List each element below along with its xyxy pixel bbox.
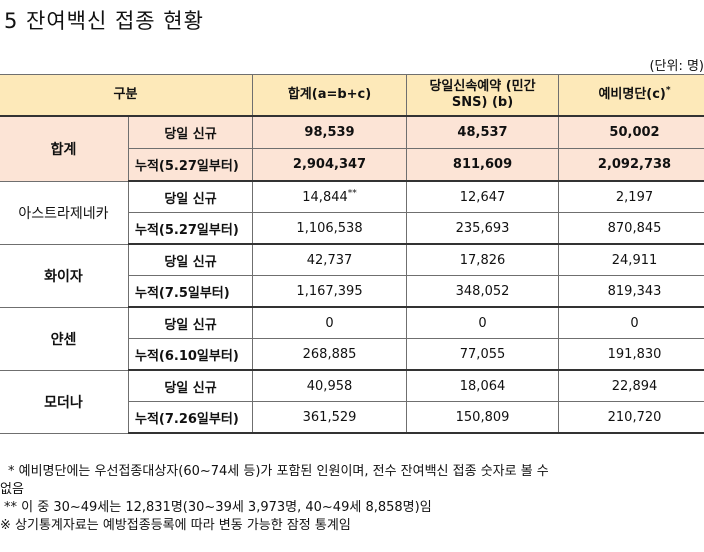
- cell-sns: 348,052: [406, 275, 560, 308]
- cell-sns: 235,693: [406, 212, 560, 245]
- cell-total: 1,106,538: [252, 212, 408, 245]
- header-reserve: 예비명단(c)*: [558, 74, 704, 117]
- cell-sns: 811,609: [406, 148, 560, 182]
- row-label: 누적(7.5일부터): [127, 275, 254, 308]
- table-row: 얀센 당일 신규 0 0 0: [0, 306, 704, 371]
- group-name-moderna: 모더나: [0, 369, 129, 434]
- row-label: 누적(7.26일부터): [127, 401, 254, 434]
- table-row: 아스트라제네카 당일 신규 14,844** 12,647 2,197: [0, 180, 704, 245]
- header-sns-line2: SNS) (b): [451, 95, 514, 110]
- cell-total: 1,167,395: [252, 275, 408, 308]
- cell-reserve: 24,911: [558, 243, 704, 276]
- header-reserve-mark: *: [665, 85, 671, 96]
- footnote-reserve: * 예비명단에는 우선접종대상자(60~74세 등)가 포함된 인원이며, 전수…: [8, 464, 549, 479]
- page-title: 5 잔여백신 접종 현황: [4, 9, 204, 33]
- table-row: 누적(5.27일부터) 1,106,538 235,693 870,845: [0, 212, 704, 245]
- footnote-age: ** 이 중 30~49세는 12,831명(30~39세 3,973명, 40…: [4, 500, 432, 515]
- unit-label: (단위: 명): [649, 59, 704, 74]
- cell-sns: 18,064: [406, 369, 560, 402]
- row-label: 당일 신규: [127, 115, 254, 149]
- cell-reserve: 819,343: [558, 275, 704, 308]
- table-header-row: 구분 합계(a=b+c) 당일신속예약 (민간 SNS) (b) 예비명단(c)…: [0, 74, 704, 117]
- header-category: 구분: [0, 74, 254, 117]
- cell-total: 2,904,347: [252, 148, 408, 182]
- cell-total: 40,958: [252, 369, 408, 402]
- group-name-total: 합계: [0, 115, 129, 182]
- group-name-astrazeneca: 아스트라제네카: [0, 180, 129, 245]
- header-total: 합계(a=b+c): [252, 74, 408, 117]
- cell-reserve: 50,002: [558, 115, 704, 149]
- footnote-reserve-cont: 없음: [0, 482, 24, 497]
- cell-sns: 12,647: [406, 180, 560, 213]
- cell-total: 0: [252, 306, 408, 339]
- row-label: 누적(5.27일부터): [127, 148, 254, 182]
- cell-total: 361,529: [252, 401, 408, 434]
- row-label: 당일 신규: [127, 180, 254, 213]
- header-sns-line1: 당일신속예약 (민간: [429, 79, 536, 94]
- cell-sns: 17,826: [406, 243, 560, 276]
- header-reserve-label: 예비명단(c): [598, 87, 666, 102]
- cell-reserve: 191,830: [558, 338, 704, 371]
- cell-sns: 150,809: [406, 401, 560, 434]
- row-label: 당일 신규: [127, 306, 254, 339]
- footnote-mark: **: [347, 188, 357, 199]
- table-row: 누적(7.26일부터) 361,529 150,809 210,720: [0, 401, 704, 434]
- cell-total: 42,737: [252, 243, 408, 276]
- cell-reserve: 2,197: [558, 180, 704, 213]
- table-row: 화이자 당일 신규 42,737 17,826 24,911: [0, 243, 704, 308]
- header-sns: 당일신속예약 (민간 SNS) (b): [406, 74, 560, 117]
- cell-reserve: 22,894: [558, 369, 704, 402]
- cell-total: 14,844**: [252, 180, 408, 213]
- cell-total-value: 14,844: [302, 189, 348, 205]
- footnote-provisional: ※ 상기통계자료는 예방접종등록에 따라 변동 가능한 잠정 통계임: [0, 518, 351, 533]
- cell-total: 268,885: [252, 338, 408, 371]
- table-row: 누적(7.5일부터) 1,167,395 348,052 819,343: [0, 275, 704, 308]
- cell-sns: 48,537: [406, 115, 560, 149]
- row-label: 누적(5.27일부터): [127, 212, 254, 245]
- table-row: 누적(5.27일부터) 2,904,347 811,609 2,092,738: [0, 148, 704, 182]
- vaccination-table: 구분 합계(a=b+c) 당일신속예약 (민간 SNS) (b) 예비명단(c)…: [0, 74, 704, 434]
- cell-total: 98,539: [252, 115, 408, 149]
- row-label: 당일 신규: [127, 369, 254, 402]
- cell-sns: 77,055: [406, 338, 560, 371]
- group-name-pfizer: 화이자: [0, 243, 129, 308]
- cell-reserve: 2,092,738: [558, 148, 704, 182]
- cell-reserve: 870,845: [558, 212, 704, 245]
- table-row: 합계 당일 신규 98,539 48,537 50,002: [0, 115, 704, 182]
- footnotes: * 예비명단에는 우선접종대상자(60~74세 등)가 포함된 인원이며, 전수…: [0, 463, 704, 535]
- row-label: 당일 신규: [127, 243, 254, 276]
- table-row: 모더나 당일 신규 40,958 18,064 22,894: [0, 369, 704, 434]
- table-row: 누적(6.10일부터) 268,885 77,055 191,830: [0, 338, 704, 371]
- cell-sns: 0: [406, 306, 560, 339]
- row-label: 누적(6.10일부터): [127, 338, 254, 371]
- group-name-janssen: 얀센: [0, 306, 129, 371]
- cell-reserve: 210,720: [558, 401, 704, 434]
- cell-reserve: 0: [558, 306, 704, 339]
